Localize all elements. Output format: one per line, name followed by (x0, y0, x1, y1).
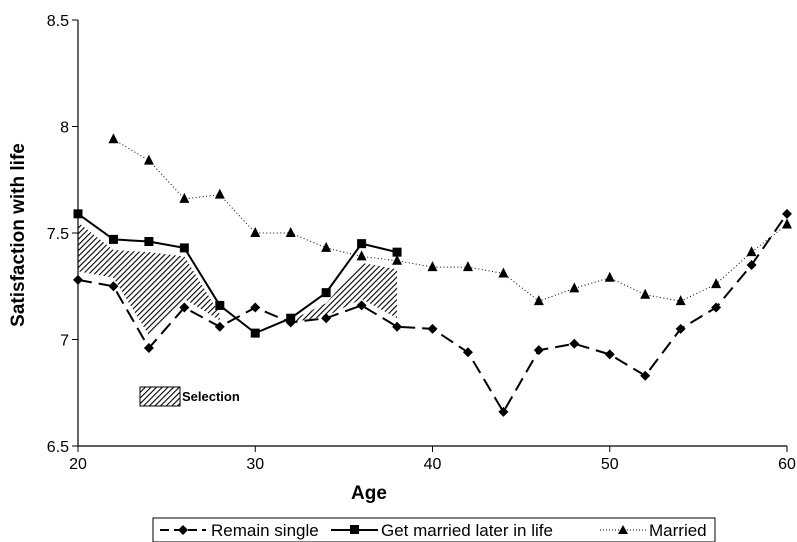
data-point-married (285, 227, 296, 237)
legend-entry-get-married: Get married later in life (331, 521, 553, 540)
axis-ticks: 20 30 40 50 60 6.5 7 7.5 8 8.5 (47, 13, 796, 473)
data-point-get-married-later-in-life (144, 237, 154, 247)
legend-label-get-married: Get married later in life (381, 521, 553, 540)
data-point-married (143, 154, 154, 165)
data-point-married (498, 267, 509, 278)
data-point-remain-single (356, 300, 367, 311)
selection-region-1 (78, 222, 220, 336)
y-tick-label: 6.5 (47, 439, 69, 456)
selection-region-2 (290, 262, 398, 323)
data-point-remain-single (73, 274, 83, 285)
data-point-remain-single (533, 345, 544, 356)
data-point-married (356, 250, 367, 261)
selection-label: Selection (182, 389, 240, 404)
legend-marker-triangle (618, 525, 628, 534)
data-point-married (640, 288, 651, 299)
data-point-remain-single (746, 259, 757, 270)
data-point-married (250, 227, 261, 237)
data-point-married (604, 271, 615, 282)
data-point-married (179, 192, 190, 203)
data-point-married (392, 254, 403, 265)
data-point-get-married-later-in-life (215, 300, 225, 310)
data-point-remain-single (214, 321, 225, 332)
data-point-remain-single (640, 370, 651, 381)
legend-label-married: Married (649, 521, 707, 540)
data-point-remain-single (108, 281, 119, 292)
data-point-remain-single (250, 302, 261, 313)
data-point-remain-single (498, 406, 509, 417)
legend: Remain single Get married later in life … (152, 517, 716, 542)
selection-swatch (139, 386, 181, 407)
data-point-remain-single (392, 321, 403, 332)
series-markers (73, 133, 792, 417)
data-point-married (214, 188, 225, 199)
data-point-get-married-later-in-life (357, 239, 367, 249)
selection-regions (78, 222, 398, 336)
y-axis-title: Satisfaction with life (8, 143, 29, 327)
x-axis-title: Age (351, 483, 387, 504)
data-point-married (108, 133, 119, 144)
data-point-married (533, 295, 544, 306)
x-tick-label: 60 (778, 456, 796, 473)
series-line-get-married-later-in-life (77, 213, 398, 335)
x-tick-label: 50 (601, 456, 619, 473)
selection-annotation: Selection (139, 386, 240, 407)
data-point-married (427, 261, 438, 272)
data-point-get-married-later-in-life (321, 288, 331, 298)
data-point-remain-single (321, 313, 332, 324)
data-point-get-married-later-in-life (392, 247, 402, 257)
data-point-get-married-later-in-life (73, 209, 83, 219)
data-point-remain-single (143, 343, 154, 354)
data-point-remain-single (604, 349, 615, 360)
legend-marker-diamond (178, 525, 188, 535)
y-tick-label: 7.5 (47, 226, 69, 243)
data-point-get-married-later-in-life (179, 243, 189, 253)
data-point-remain-single (179, 302, 190, 313)
data-point-married (321, 241, 332, 252)
legend-entry-remain-single: Remain single (160, 521, 319, 540)
legend-entry-married: Married (600, 521, 707, 540)
y-tick-label: 8.5 (47, 13, 69, 30)
data-point-remain-single (569, 338, 580, 349)
x-tick-label: 40 (424, 456, 442, 473)
y-tick-label: 8 (60, 120, 69, 137)
data-point-married (675, 295, 686, 306)
data-point-remain-single (782, 208, 792, 219)
legend-label-remain-single: Remain single (211, 521, 319, 540)
series-line-married (113, 138, 788, 302)
data-point-get-married-later-in-life (286, 313, 296, 323)
x-tick-label: 20 (69, 456, 87, 473)
legend-marker-square (350, 525, 359, 534)
x-tick-label: 30 (246, 456, 264, 473)
data-point-married (782, 218, 792, 229)
data-point-married (569, 282, 580, 293)
data-point-remain-single (462, 347, 473, 358)
data-point-remain-single (427, 323, 438, 334)
data-point-married (462, 261, 473, 272)
data-point-get-married-later-in-life (108, 234, 118, 244)
data-point-married (711, 278, 722, 289)
data-point-remain-single (675, 323, 686, 334)
data-point-remain-single (711, 302, 722, 313)
y-tick-label: 7 (60, 333, 69, 350)
data-point-get-married-later-in-life (250, 328, 260, 338)
data-point-married (746, 246, 757, 257)
